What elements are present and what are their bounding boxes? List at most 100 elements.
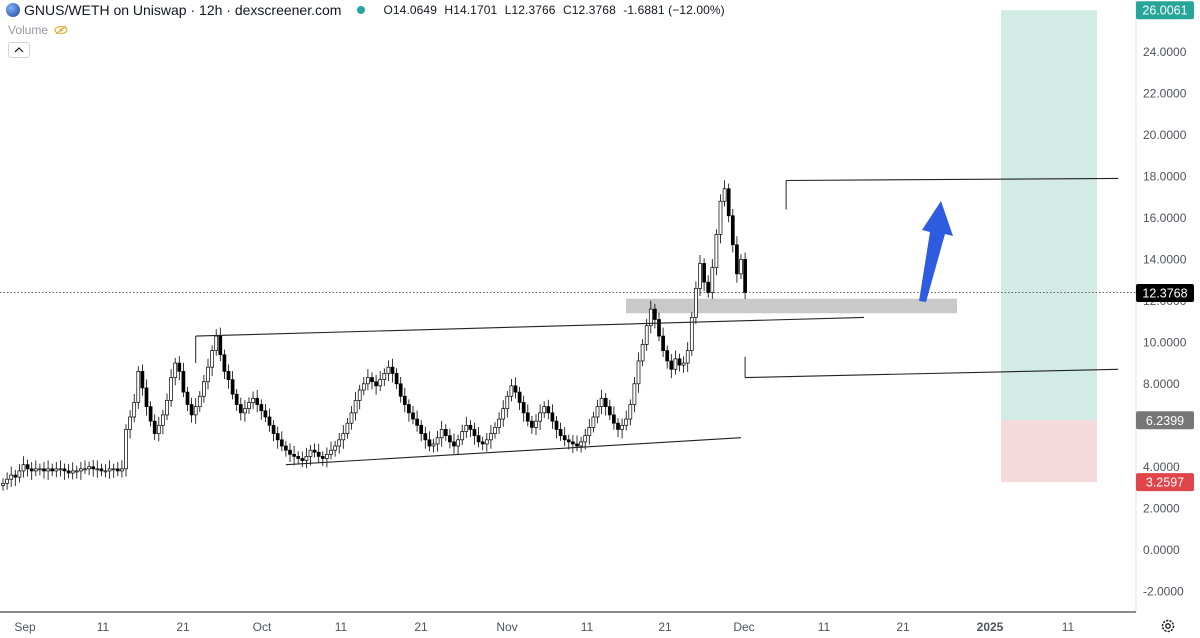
candle-down xyxy=(279,439,284,447)
chart-header: GNUS/WETH on Uniswap · 12h · dexscreener… xyxy=(0,0,1130,20)
candle-up xyxy=(9,474,14,480)
candle-down xyxy=(706,281,711,293)
candle-down xyxy=(730,215,735,246)
candle-down xyxy=(13,474,18,478)
collapse-legend-button[interactable] xyxy=(8,42,30,58)
candle-up xyxy=(636,360,641,385)
price-tick-label: 18.0000 xyxy=(1143,169,1187,183)
candle-down xyxy=(50,468,55,472)
candle-down xyxy=(394,373,399,385)
ohlc-readout: O14.0649 H14.1701 L12.3766 C12.3768 -1.6… xyxy=(383,3,728,17)
candle-up xyxy=(624,418,629,426)
settings-gear-icon[interactable] xyxy=(1160,618,1176,634)
candle-down xyxy=(288,449,292,455)
candle-down xyxy=(468,424,473,430)
candle-up xyxy=(325,453,329,459)
candle-down xyxy=(230,379,235,395)
candle-up xyxy=(21,464,26,472)
candle-up xyxy=(243,408,247,414)
candle-down xyxy=(726,188,731,217)
candle-down xyxy=(374,381,378,387)
candle-down xyxy=(181,370,186,393)
candle-down xyxy=(140,370,145,389)
time-tick-label: 2025 xyxy=(977,620,1004,634)
candle-up xyxy=(673,358,678,370)
price-badge-label: 26.0061 xyxy=(1142,4,1187,18)
candle-up xyxy=(595,406,600,418)
candle-down xyxy=(616,422,620,430)
candle-down xyxy=(144,387,149,407)
candle-down xyxy=(607,406,612,416)
candle-up xyxy=(83,468,87,471)
candle-up xyxy=(173,362,178,378)
price-tick-label: 14.0000 xyxy=(1143,252,1187,266)
candle-down xyxy=(152,420,157,434)
candle-up xyxy=(156,424,161,434)
candle-down xyxy=(407,404,411,414)
candle-down xyxy=(267,416,272,426)
candle-down xyxy=(42,468,46,472)
time-tick-label: 21 xyxy=(658,620,672,634)
candle-up xyxy=(505,395,510,410)
price-tick-label: 0.0000 xyxy=(1143,543,1180,557)
candle-up xyxy=(497,418,501,428)
candle-down xyxy=(189,404,194,416)
candle-down xyxy=(316,451,321,457)
time-tick-label: 11 xyxy=(1062,620,1075,634)
drawings-layer xyxy=(195,177,1119,466)
candle-down xyxy=(452,441,456,447)
ohlc-low: L12.3766 xyxy=(504,3,556,17)
candle-up xyxy=(329,449,333,455)
candle-up xyxy=(484,439,489,445)
time-tick-label: Nov xyxy=(496,620,517,634)
chart-background-layer xyxy=(0,10,1136,483)
symbol-title[interactable]: GNUS/WETH on Uniswap · 12h · dexscreener… xyxy=(24,2,342,18)
price-tick-label: 16.0000 xyxy=(1143,211,1187,225)
candle-up xyxy=(333,445,337,451)
candle-up xyxy=(251,397,255,403)
candle-up xyxy=(70,470,75,474)
candle-up xyxy=(206,366,210,383)
candle-up xyxy=(739,258,743,275)
candle-down xyxy=(480,441,485,445)
candle-up xyxy=(501,408,506,420)
candle-up xyxy=(128,416,132,430)
candle-down xyxy=(661,335,665,351)
candle-down xyxy=(185,391,190,405)
candle-down xyxy=(653,308,657,320)
candle-down xyxy=(398,383,403,397)
candle-down xyxy=(312,449,317,453)
time-tick-label: 21 xyxy=(896,620,910,634)
price-tick-label: 10.0000 xyxy=(1143,335,1187,349)
candle-down xyxy=(677,358,682,366)
candle-down xyxy=(25,464,30,470)
volume-legend[interactable]: Volume xyxy=(8,22,68,38)
candle-up xyxy=(366,377,370,385)
candle-up xyxy=(591,416,596,428)
candle-up xyxy=(165,400,169,416)
candle-up xyxy=(5,478,9,484)
candles-layer xyxy=(1,180,747,491)
candle-down xyxy=(558,429,563,437)
candle-up xyxy=(509,385,514,397)
candle-down xyxy=(320,456,325,459)
candle-up xyxy=(644,325,649,345)
candle-down xyxy=(148,406,153,422)
candle-down xyxy=(271,424,276,434)
candle-up xyxy=(337,439,342,447)
candle-up xyxy=(718,200,723,235)
candle-down xyxy=(29,468,34,472)
candle-up xyxy=(698,263,702,289)
trend-line-resistance-high xyxy=(786,177,1119,182)
time-tick-label: 21 xyxy=(414,620,428,634)
candle-up xyxy=(640,344,645,362)
candle-up xyxy=(95,468,100,471)
candle-up xyxy=(38,468,42,471)
candle-up xyxy=(210,350,214,368)
candle-up xyxy=(247,402,251,410)
eye-hidden-icon[interactable] xyxy=(54,25,68,35)
candle-up xyxy=(124,429,128,470)
time-tick-label: 21 xyxy=(176,620,190,634)
